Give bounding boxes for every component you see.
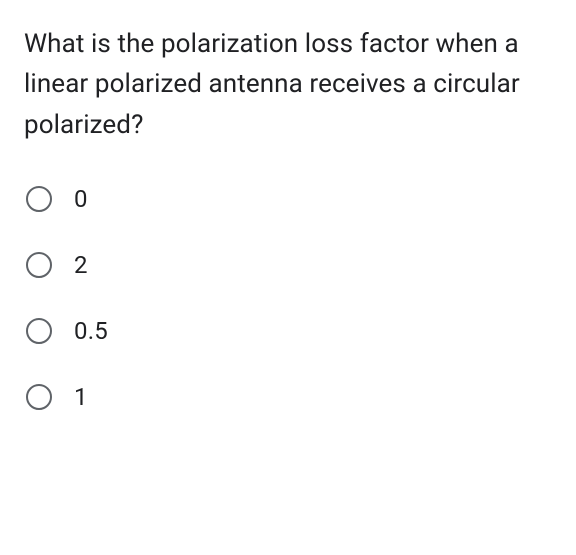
options-group: 0 2 0.5 1 [24, 185, 552, 411]
option-label: 0 [74, 185, 88, 213]
option-0[interactable]: 0 [26, 185, 552, 213]
question-text: What is the polarization loss factor whe… [24, 24, 552, 145]
option-2[interactable]: 0.5 [26, 317, 552, 345]
radio-icon [26, 384, 52, 410]
radio-icon [26, 318, 52, 344]
option-label: 1 [74, 383, 88, 411]
radio-icon [26, 186, 52, 212]
radio-icon [26, 252, 52, 278]
option-label: 2 [74, 251, 88, 279]
question-card: What is the polarization loss factor whe… [0, 0, 576, 411]
option-3[interactable]: 1 [26, 383, 552, 411]
option-label: 0.5 [74, 317, 108, 345]
option-1[interactable]: 2 [26, 251, 552, 279]
